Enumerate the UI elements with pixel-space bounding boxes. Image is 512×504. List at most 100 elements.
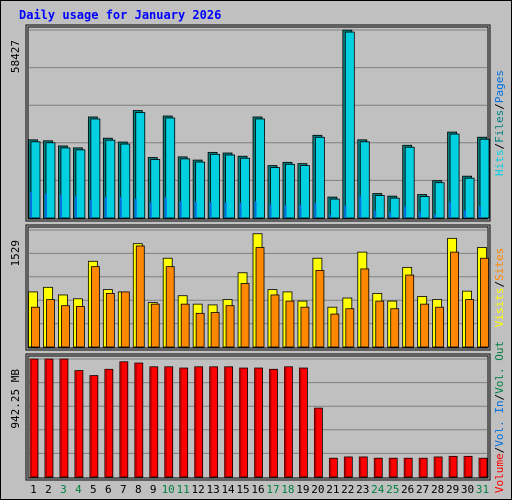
bar-files-day-6 (105, 139, 116, 219)
bar-files-day-16 (255, 118, 265, 219)
day-label-3: 3 (60, 483, 67, 496)
legend-entry: / (493, 394, 506, 401)
bar-files-day-13 (210, 153, 221, 219)
bar-volume-shade-day-18 (284, 366, 287, 477)
bar-sites-day-31 (480, 257, 489, 348)
bar-volume-shade-day-29 (449, 456, 452, 477)
bar-sites-day-11 (180, 303, 190, 348)
bar-pages-day-7 (119, 196, 122, 218)
day-label-9: 9 (150, 483, 157, 496)
bar-pages-day-23 (359, 195, 362, 218)
bar-pages-day-29 (449, 201, 452, 218)
y-max-label-hits-files-pages: 58427 (9, 40, 22, 73)
bar-sites-day-12 (195, 312, 205, 348)
bar-pages-day-6 (104, 197, 107, 218)
bar-volume-shade-day-10 (164, 366, 167, 477)
bar-sites-day-24 (375, 300, 385, 348)
bar-files-day-23 (359, 141, 370, 219)
bar-volume-shade-day-20 (314, 408, 317, 477)
bar-sites-day-3 (61, 305, 70, 348)
y-max-label-visits-sites: 1529 (9, 240, 22, 267)
chart-panel-hits-files-pages: 58427 (9, 24, 491, 222)
bar-files-day-31 (479, 138, 490, 219)
bar-volume-shade-day-12 (194, 366, 197, 477)
bar-volume-shade-day-23 (359, 456, 362, 477)
bar-pages-day-3 (59, 194, 62, 218)
bar-sites-day-28 (435, 306, 445, 348)
bar-volume-shade-day-11 (179, 368, 182, 477)
bar-sites-day-15 (240, 283, 250, 348)
bar-sites-day-1 (31, 306, 40, 348)
bar-pages-day-12 (194, 201, 197, 218)
bar-sites-day-22 (345, 308, 355, 348)
bar-volume-shade-day-24 (374, 458, 377, 477)
bar-pages-day-30 (464, 210, 467, 218)
bar-files-day-17 (270, 167, 280, 219)
bar-pages-day-28 (434, 214, 437, 218)
bar-files-day-8 (135, 112, 146, 219)
bar-pages-day-22 (344, 205, 347, 218)
bar-files-day-11 (180, 158, 191, 219)
bar-volume-shade-day-21 (329, 458, 332, 477)
day-label-20: 20 (311, 483, 324, 496)
day-label-7: 7 (120, 483, 127, 496)
bar-sites-day-18 (285, 300, 295, 348)
bar-files-day-14 (225, 154, 235, 219)
day-label-15: 15 (236, 483, 249, 496)
bar-pages-day-19 (299, 204, 302, 218)
bar-sites-day-13 (210, 312, 220, 348)
bar-sites-day-30 (465, 299, 474, 348)
bar-sites-day-16 (255, 247, 265, 348)
bar-sites-day-26 (405, 274, 415, 348)
day-label-30: 30 (461, 483, 474, 496)
bar-files-day-18 (285, 163, 295, 219)
bar-volume-shade-day-9 (149, 366, 152, 477)
bar-pages-day-20 (314, 203, 317, 218)
day-label-16: 16 (251, 483, 264, 496)
chart-panel-visits-sites: 1529 (9, 224, 491, 351)
bar-sites-day-23 (360, 268, 370, 348)
day-label-23: 23 (356, 483, 369, 496)
bar-volume-shade-day-14 (224, 366, 227, 477)
bar-sites-day-17 (270, 294, 280, 348)
legend-entry: Hits (493, 150, 506, 177)
day-label-29: 29 (446, 483, 459, 496)
bar-files-day-20 (314, 136, 325, 219)
bar-files-day-9 (150, 159, 161, 219)
day-label-6: 6 (105, 483, 112, 496)
bar-pages-day-16 (254, 201, 257, 218)
day-label-21: 21 (326, 483, 339, 496)
bar-pages-day-13 (209, 201, 212, 218)
bar-sites-day-4 (76, 306, 85, 348)
day-label-12: 12 (192, 483, 205, 496)
bar-sites-day-29 (450, 251, 459, 348)
bar-volume-shade-day-28 (434, 456, 437, 477)
bar-sites-day-19 (300, 306, 310, 348)
bar-volume-shade-day-25 (389, 458, 392, 477)
bar-files-day-12 (195, 161, 206, 219)
day-label-25: 25 (386, 483, 399, 496)
bar-volume-shade-day-15 (239, 368, 242, 477)
bar-volume-shade-day-17 (269, 369, 272, 477)
bar-volume-shade-day-8 (134, 363, 137, 477)
legend-entry: Volume (493, 453, 506, 493)
day-label-28: 28 (431, 483, 444, 496)
bar-volume-shade-day-5 (89, 375, 92, 477)
day-label-13: 13 (206, 483, 219, 496)
bar-sites-day-14 (225, 305, 235, 348)
bar-sites-day-20 (315, 270, 325, 348)
bar-files-day-7 (120, 143, 131, 219)
bar-pages-day-21 (329, 214, 332, 218)
legend-entry: Vol. In (493, 400, 506, 446)
day-label-1: 1 (30, 483, 37, 496)
legend-entry: / (493, 281, 506, 288)
day-label-18: 18 (281, 483, 294, 496)
legend-entry: Files (493, 110, 506, 143)
day-label-26: 26 (401, 483, 414, 496)
bar-pages-day-31 (479, 206, 482, 218)
legend-entry: / (493, 143, 506, 150)
bar-pages-day-5 (89, 199, 92, 218)
bar-sites-day-10 (165, 266, 175, 348)
bar-sites-day-7 (120, 291, 130, 348)
